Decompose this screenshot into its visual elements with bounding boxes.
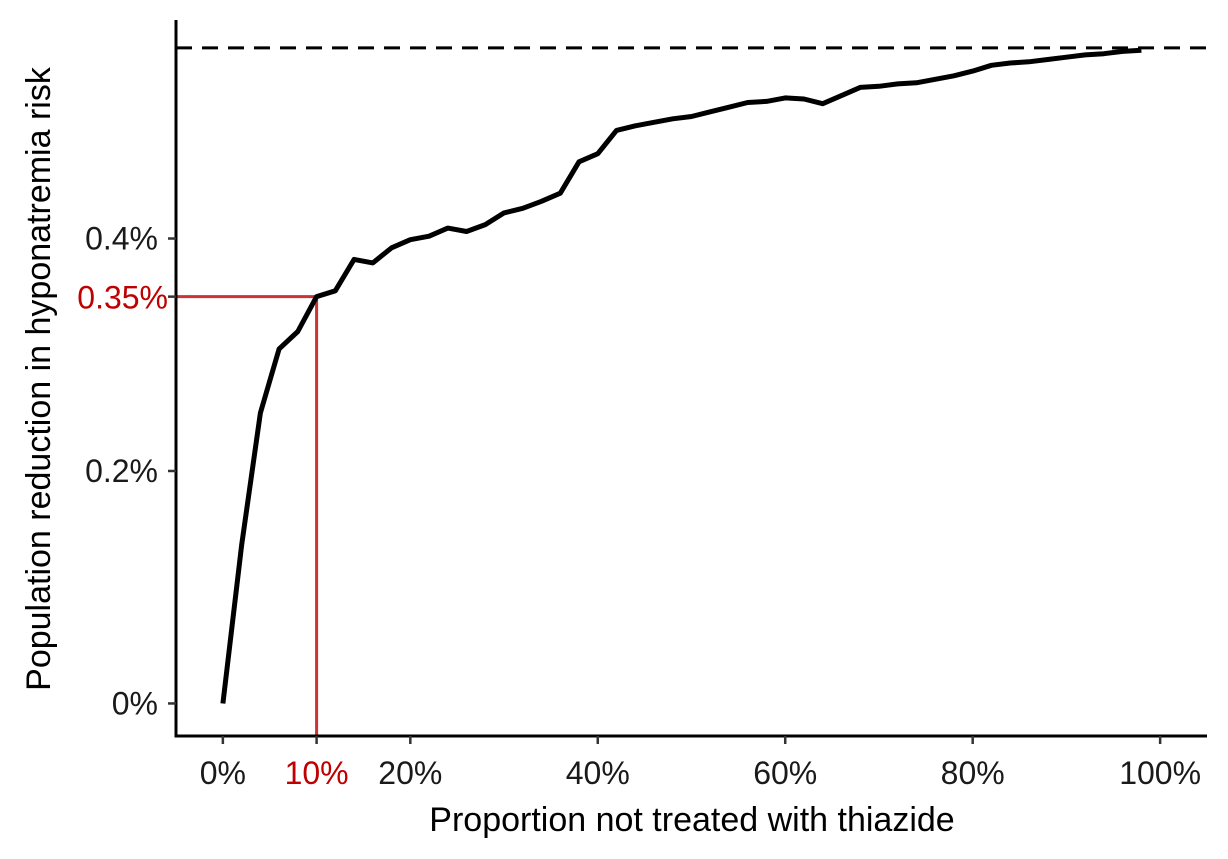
y-tick-label: 0.2% <box>85 453 158 489</box>
highlight-x-label: 10% <box>285 755 349 791</box>
x-tick-label: 100% <box>1119 755 1201 791</box>
x-tick-label: 0% <box>200 755 246 791</box>
x-tick-label: 20% <box>378 755 442 791</box>
x-tick-label: 60% <box>753 755 817 791</box>
y-tick-label: 0% <box>112 685 158 721</box>
y-axis-title: Population reduction in hyponatremia ris… <box>20 66 58 691</box>
x-tick-label: 80% <box>941 755 1005 791</box>
y-tick-label: 0.4% <box>85 221 158 257</box>
x-tick-label: 40% <box>566 755 630 791</box>
x-axis-title: Proportion not treated with thiazide <box>429 801 954 839</box>
series-line-0 <box>220 47 1142 704</box>
highlight-y-label: 0.35% <box>77 280 168 316</box>
